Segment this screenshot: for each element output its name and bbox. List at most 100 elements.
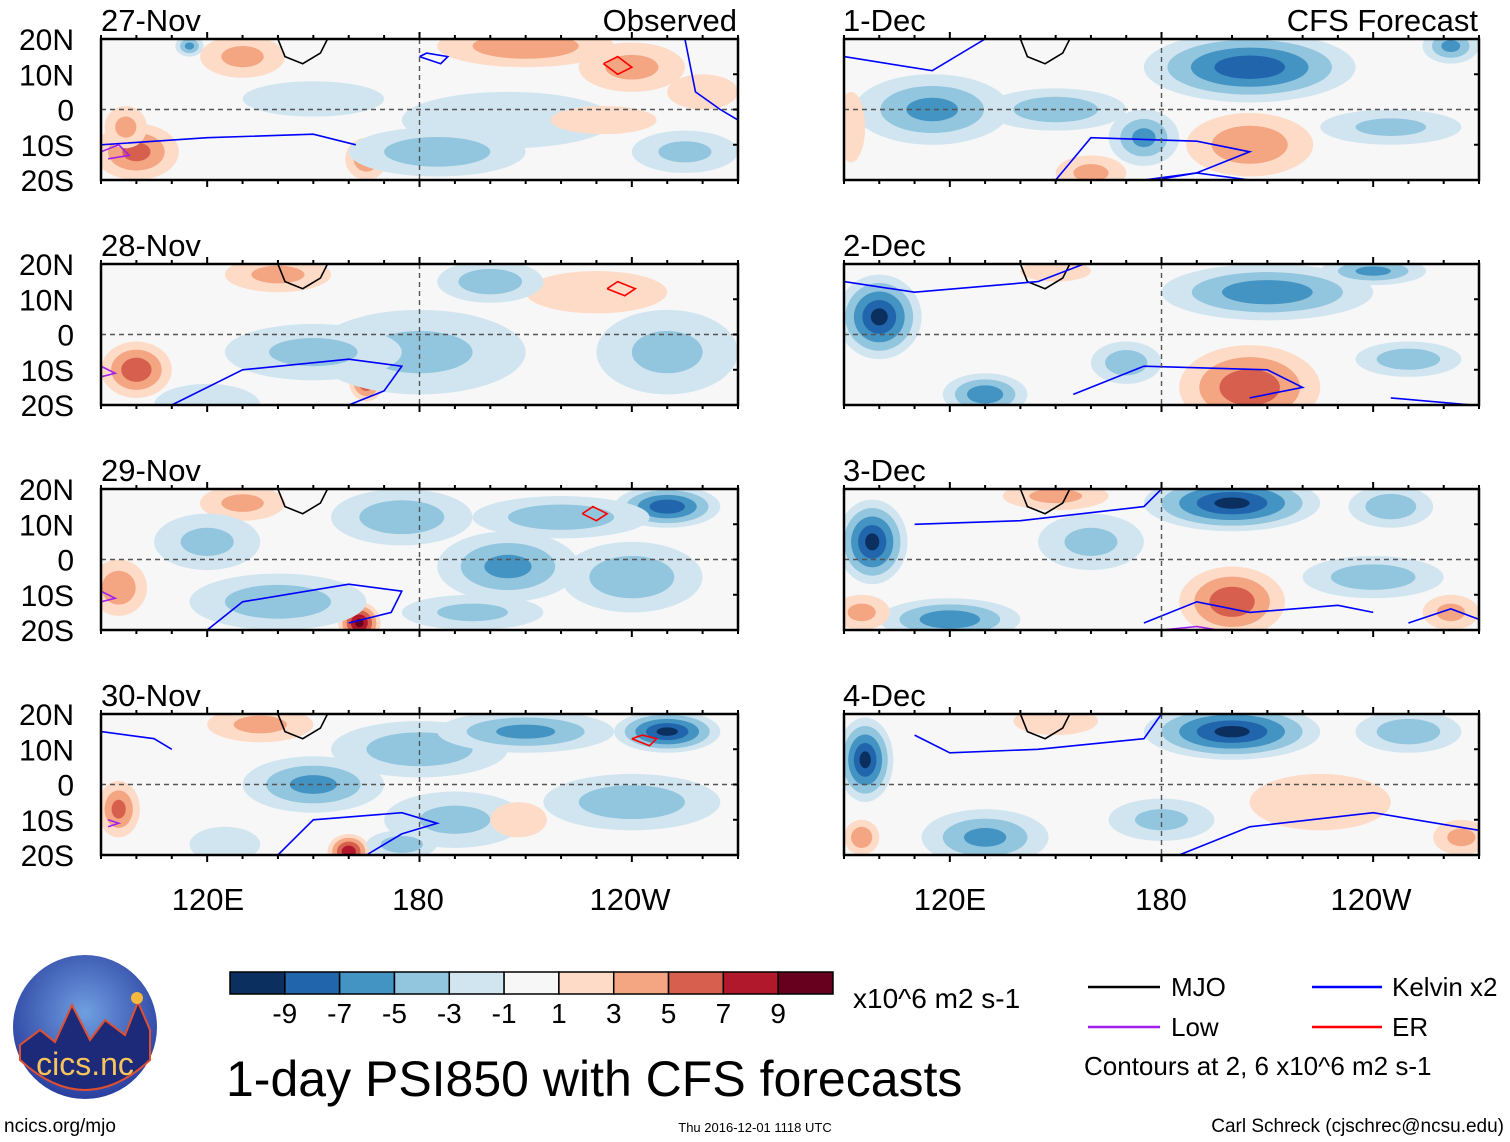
anomaly-contour-fill bbox=[1209, 586, 1255, 617]
footer-url[interactable]: ncics.org/mjo bbox=[4, 1116, 116, 1137]
anomaly-contour-fill bbox=[550, 105, 657, 135]
lon-label-180-left: 180 bbox=[392, 882, 444, 917]
logo-text: cics.nc bbox=[36, 1046, 134, 1082]
anomaly-contour-fill bbox=[649, 499, 685, 514]
anomaly-contour-fill bbox=[1214, 497, 1250, 509]
mjo-contour bbox=[277, 264, 329, 290]
anomaly-contour-fill bbox=[865, 533, 880, 551]
anomaly-contour-fill bbox=[121, 357, 152, 382]
anomaly-contour-fill bbox=[851, 826, 873, 848]
anomaly-contour-fill bbox=[667, 74, 738, 110]
lat-label: 0 bbox=[57, 320, 74, 353]
colorbar-swatch bbox=[338, 971, 396, 995]
observed-map-panel-1 bbox=[99, 257, 740, 412]
anomaly-contour-fill bbox=[341, 845, 356, 855]
anomaly-contour-fill bbox=[1376, 348, 1441, 370]
kelvin-contour bbox=[914, 489, 1163, 526]
mjo-contour bbox=[277, 489, 329, 515]
lat-label: 20N bbox=[19, 24, 74, 57]
mjo-contour bbox=[1019, 39, 1071, 65]
observed-map-panel-2 bbox=[99, 482, 740, 637]
lat-label: 20N bbox=[19, 474, 74, 507]
observed-map-panel-3 bbox=[99, 707, 740, 862]
observed-header: Observed bbox=[603, 3, 737, 38]
anomaly-contour-fill bbox=[490, 802, 547, 838]
anomaly-contour-fill bbox=[221, 46, 264, 68]
lat-label: 10S bbox=[21, 580, 74, 613]
colorbar-label: -3 bbox=[437, 998, 462, 1029]
anomaly-contour-fill bbox=[111, 799, 126, 819]
lat-label: 10S bbox=[21, 805, 74, 838]
colorbar-swatch bbox=[612, 971, 670, 995]
lat-label: 0 bbox=[57, 545, 74, 578]
anomaly-contour-fill bbox=[589, 555, 675, 599]
colorbar-label: 9 bbox=[770, 998, 786, 1029]
anomaly-contour-fill bbox=[1330, 564, 1416, 590]
colorbar-swatch bbox=[777, 971, 834, 995]
cics-logo: cics.nc bbox=[13, 955, 157, 1099]
lat-label: 10N bbox=[19, 509, 74, 542]
anomaly-contour-fill bbox=[1211, 125, 1288, 164]
mjo-contour bbox=[1019, 714, 1071, 740]
anomaly-contour-fill bbox=[1355, 118, 1427, 136]
anomaly-contour-fill bbox=[1376, 718, 1441, 745]
colorbar-swatch bbox=[284, 971, 341, 995]
panel-date-right-3: 4-Dec bbox=[843, 678, 926, 713]
panel-date-right-1: 2-Dec bbox=[843, 228, 926, 263]
kelvin-contour bbox=[101, 133, 356, 146]
kelvin-contour bbox=[1154, 172, 1250, 180]
anomaly-contour-fill bbox=[269, 338, 358, 367]
contour-note: Contours at 2, 6 x10^6 m2 s-1 bbox=[1084, 1051, 1431, 1081]
colorbar-swatch bbox=[503, 971, 560, 995]
anomaly-contour-fill bbox=[525, 271, 668, 314]
anomaly-contour-fill bbox=[1447, 828, 1476, 847]
footer-credit: Carl Schreck (cjschrec@ncsu.edu) bbox=[1211, 1116, 1504, 1137]
panel-date-left-0: 27-Nov bbox=[101, 3, 201, 38]
colorbar-swatch bbox=[393, 971, 451, 995]
colorbar-label: 7 bbox=[716, 998, 732, 1029]
er-contour bbox=[631, 734, 659, 747]
colorbar-units: x10^6 m2 s-1 bbox=[853, 983, 1020, 1014]
anomaly-contour-fill bbox=[1132, 128, 1156, 148]
colorbar: -9 -7 -5 -3 -1 1 3 5 7 9 bbox=[229, 971, 834, 1029]
lon-label-120e-right: 120E bbox=[914, 882, 986, 917]
lon-label-120e-left: 120E bbox=[172, 882, 244, 917]
mjo-contour bbox=[277, 39, 329, 65]
anomaly-contour-fill bbox=[289, 775, 337, 794]
anomaly-contour-fill bbox=[189, 826, 261, 855]
legend-label-mjo: MJO bbox=[1171, 972, 1226, 1002]
panel-date-right-0: 1-Dec bbox=[843, 3, 926, 38]
lon-label-120w-left: 120W bbox=[590, 882, 672, 917]
anomaly-contour-fill bbox=[221, 494, 264, 512]
anomaly-contour-fill bbox=[1365, 493, 1417, 520]
anomaly-contour-fill bbox=[359, 500, 445, 535]
er-contour bbox=[606, 280, 638, 297]
anomaly-contour-fill bbox=[458, 268, 523, 295]
observed-map-panel-0 bbox=[99, 32, 740, 187]
colorbar-label: 5 bbox=[661, 998, 677, 1029]
forecast-map-panel-1 bbox=[842, 257, 1481, 412]
colorbar-label: -5 bbox=[382, 998, 407, 1029]
anomaly-contour-fill bbox=[1013, 714, 1098, 736]
anomaly-contour-fill bbox=[251, 265, 305, 284]
anomaly-contour-fill bbox=[658, 141, 712, 163]
forecast-header: CFS Forecast bbox=[1287, 3, 1479, 38]
anomaly-contour-fill bbox=[631, 330, 703, 374]
lat-label: 20S bbox=[21, 840, 74, 873]
anomaly-contour-fill bbox=[154, 383, 261, 405]
kelvin-contour bbox=[1178, 811, 1479, 855]
legend-label-kelvin: Kelvin x2 bbox=[1392, 972, 1498, 1002]
lon-label-180-right: 180 bbox=[1135, 882, 1187, 917]
anomaly-contour-fill bbox=[966, 385, 1004, 404]
kelvin-contour bbox=[844, 264, 1085, 294]
panel-date-left-1: 28-Nov bbox=[101, 228, 201, 263]
anomaly-contour-fill bbox=[963, 827, 1007, 847]
anomaly-contour-fill bbox=[101, 570, 136, 605]
anomaly-contour-fill bbox=[1105, 350, 1148, 376]
panel-date-right-2: 3-Dec bbox=[843, 453, 926, 488]
colorbar-swatch bbox=[558, 971, 615, 995]
figure-title: 1-day PSI850 with CFS forecasts bbox=[226, 1051, 962, 1107]
low-contour bbox=[101, 143, 131, 160]
low-contour bbox=[101, 590, 118, 603]
